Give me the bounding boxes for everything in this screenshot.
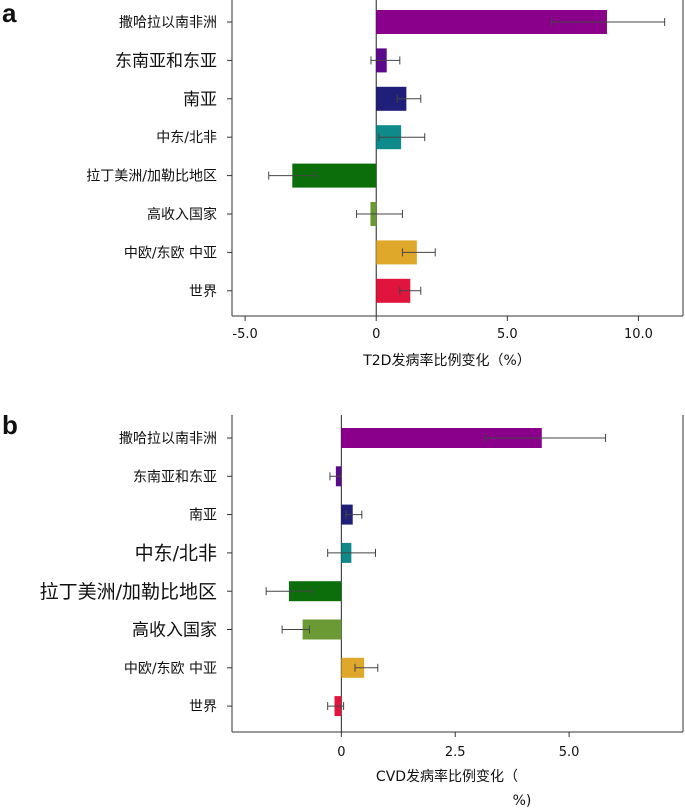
x-tick-label: -5.0 bbox=[232, 327, 257, 342]
category-label: 中东/北非 bbox=[156, 130, 217, 146]
x-tick-label: 0 bbox=[372, 327, 380, 342]
category-label: 撒哈拉以南非洲 bbox=[119, 431, 217, 447]
panel-b-chart: 0 2.5 5.0 CVD发病率比例变化（%) 撒哈拉以南非洲东南亚和东亚南亚中东/北非… bbox=[40, 415, 684, 808]
category-label: 东南亚和东亚 bbox=[115, 52, 217, 72]
x-axis-label: CVD发病率比例变化（ bbox=[376, 768, 518, 785]
category-label: 南亚 bbox=[183, 90, 217, 110]
category-label: 中欧/东欧 中亚 bbox=[124, 245, 217, 261]
x-axis-label-line2: %) bbox=[513, 793, 532, 808]
x-axis-label: T2D发病率比例变化（%） bbox=[362, 352, 531, 369]
category-label: 东南亚和东亚 bbox=[133, 469, 217, 485]
category-label: 世界 bbox=[189, 284, 217, 300]
panel-a-letter: a bbox=[2, 0, 17, 28]
panel-b-letter: b bbox=[2, 410, 18, 440]
x-tick-label: 5.0 bbox=[559, 745, 580, 760]
category-label: 世界 bbox=[189, 699, 217, 715]
x-tick-label: 5.0 bbox=[497, 327, 518, 342]
category-label: 拉丁美洲/加勒比地区 bbox=[40, 581, 217, 603]
category-label: 拉丁美洲/加勒比地区 bbox=[86, 169, 217, 185]
bar bbox=[288, 581, 342, 602]
category-label: 南亚 bbox=[189, 508, 217, 524]
category-label: 高收入国家 bbox=[132, 621, 217, 641]
x-tick-label: 2.5 bbox=[445, 745, 466, 760]
category-label: 撒哈拉以南非洲 bbox=[119, 15, 217, 31]
category-label: 中欧/东欧 中亚 bbox=[124, 661, 217, 677]
x-tick-label: 10.0 bbox=[624, 327, 653, 342]
category-label: 中东/北非 bbox=[135, 543, 217, 565]
bar bbox=[341, 428, 542, 448]
category-label: 高收入国家 bbox=[147, 206, 217, 223]
panel-a-chart: -5.0 0 5.0 10.0 T2D发病率比例变化（%） 撒哈拉以南非洲东南亚和东亚南亚… bbox=[86, 0, 684, 369]
x-tick-label: 0 bbox=[337, 745, 345, 760]
bar bbox=[341, 657, 365, 678]
bar bbox=[302, 619, 342, 640]
